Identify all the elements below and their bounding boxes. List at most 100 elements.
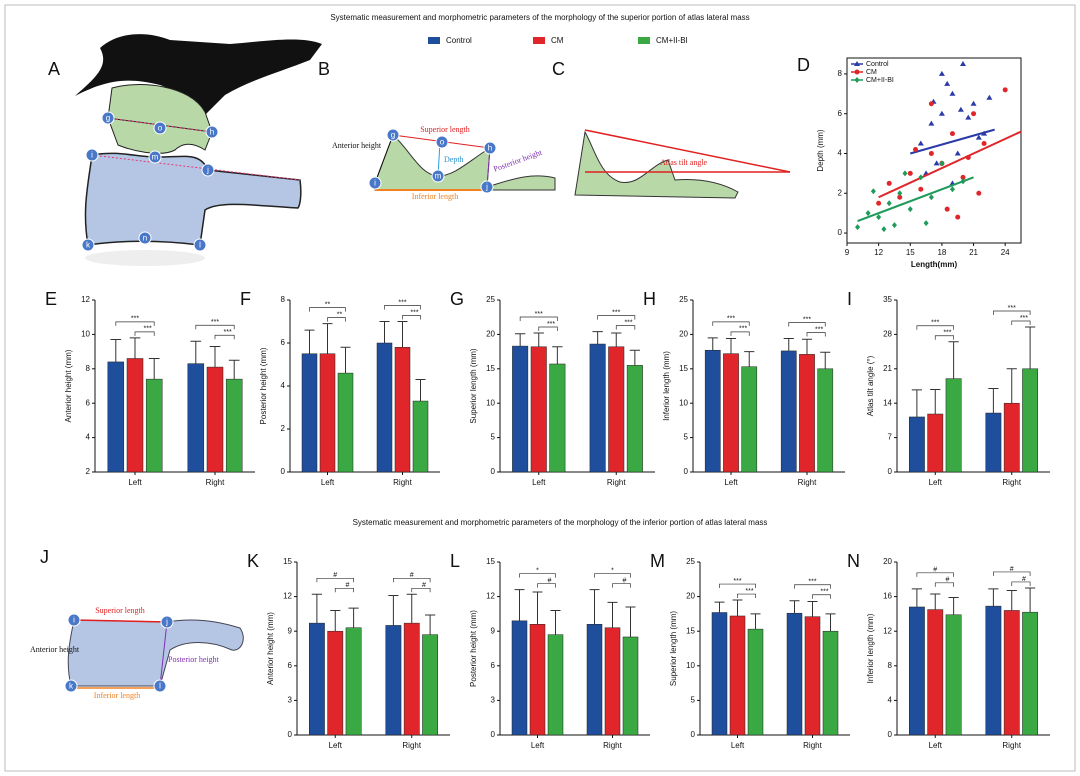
point-marker: [81, 238, 95, 252]
point-marker: [386, 128, 400, 142]
y-axis-label: Superior length (mm): [469, 348, 478, 423]
point: [902, 170, 908, 177]
bar: [626, 365, 643, 473]
point: [960, 60, 966, 66]
error-bar: [397, 321, 408, 348]
significance-label: ***: [815, 326, 823, 333]
significance-bracket: [788, 322, 826, 327]
significance-label: #: [422, 582, 426, 589]
bar: [327, 630, 344, 736]
bar: [804, 616, 821, 736]
legend-swatch: [428, 37, 440, 44]
point: [938, 70, 945, 76]
point-label: m: [152, 153, 159, 162]
point-label: k: [69, 682, 74, 691]
body: [67, 619, 244, 687]
bar: [908, 606, 925, 736]
error-bar: [340, 346, 351, 374]
x-tick-label: Left: [532, 478, 546, 487]
y-axis-label: Depth (mm): [816, 129, 825, 172]
significance-label: ***: [612, 309, 620, 316]
significance-bracket: [115, 321, 155, 326]
significance-label: ***: [943, 330, 951, 337]
significance-label: #: [933, 567, 937, 574]
tilt-line: [584, 129, 791, 173]
bar: [319, 353, 336, 473]
point: [918, 174, 924, 181]
significance-bracket: [916, 572, 954, 577]
point: [870, 188, 876, 195]
point-marker: [148, 150, 162, 164]
y-tick-label: 4: [838, 149, 843, 158]
y-tick-label: 12: [486, 592, 495, 601]
significance-bracket: [537, 583, 556, 588]
error-bar: [629, 349, 641, 366]
error-bar: [807, 600, 818, 617]
y-tick-label: 15: [486, 364, 495, 373]
bar: [301, 353, 318, 473]
bar: [547, 634, 564, 736]
y-tick-label: 3: [491, 696, 496, 705]
significance-label: ***: [931, 320, 939, 327]
point: [917, 140, 924, 146]
point: [876, 200, 882, 206]
point: [928, 194, 934, 201]
error-bar: [988, 387, 999, 414]
significance-label: ***: [727, 316, 735, 323]
point: [923, 220, 929, 227]
panel-letter: M: [650, 551, 665, 571]
significance-bracket: [1011, 581, 1031, 586]
legend-label: CM+II-BI: [866, 77, 894, 84]
error-bar: [825, 613, 836, 632]
bar: [385, 625, 402, 736]
y-tick-label: 12: [283, 592, 292, 601]
error-bar: [533, 332, 544, 347]
bar: [403, 622, 420, 736]
bar: [608, 346, 625, 473]
y-tick-label: 0: [288, 730, 293, 739]
point-label: h: [488, 144, 492, 153]
significance-bracket: [316, 577, 354, 583]
bar: [1022, 368, 1039, 473]
point-marker: [205, 125, 219, 139]
profile: [574, 130, 739, 199]
point: [1002, 87, 1008, 93]
y-tick-label: 0: [691, 730, 696, 739]
significance-label: #: [623, 578, 627, 585]
label: Inferior length: [412, 192, 458, 201]
significance-bracket: [993, 571, 1031, 576]
error-bar: [744, 351, 755, 367]
y-tick-label: 20: [679, 330, 688, 339]
point-label: i: [374, 179, 376, 188]
legend-label: CM+II-BI: [656, 36, 688, 45]
error-bar: [425, 614, 436, 635]
error-bar: [801, 338, 813, 355]
y-tick-label: 10: [679, 398, 688, 407]
error-bar: [707, 337, 718, 351]
point-marker: [431, 169, 445, 183]
error-bar: [714, 601, 725, 613]
point: [907, 170, 913, 176]
y-tick-label: 5: [491, 433, 496, 442]
superior-line: [73, 619, 168, 623]
bar: [529, 624, 546, 736]
trend-line: [857, 176, 974, 223]
point: [965, 114, 972, 120]
significance-bracket: [402, 315, 421, 320]
bar: [107, 361, 125, 473]
significance-label: #: [345, 582, 349, 589]
significance-label: ***: [398, 299, 406, 306]
y-tick-label: 5: [684, 433, 689, 442]
significance-label: *: [611, 568, 614, 575]
error-bar: [552, 346, 563, 364]
significance-bracket: [393, 577, 431, 583]
x-tick-label: Left: [531, 741, 545, 750]
y-tick-label: 6: [281, 338, 286, 347]
error-bar: [415, 379, 426, 402]
legend-label: Control: [446, 36, 472, 45]
significance-bracket: [916, 325, 954, 330]
point: [886, 200, 892, 207]
label: Depth: [444, 155, 464, 164]
diagram-a: A: [48, 34, 322, 266]
y-tick-label: 6: [86, 398, 91, 407]
